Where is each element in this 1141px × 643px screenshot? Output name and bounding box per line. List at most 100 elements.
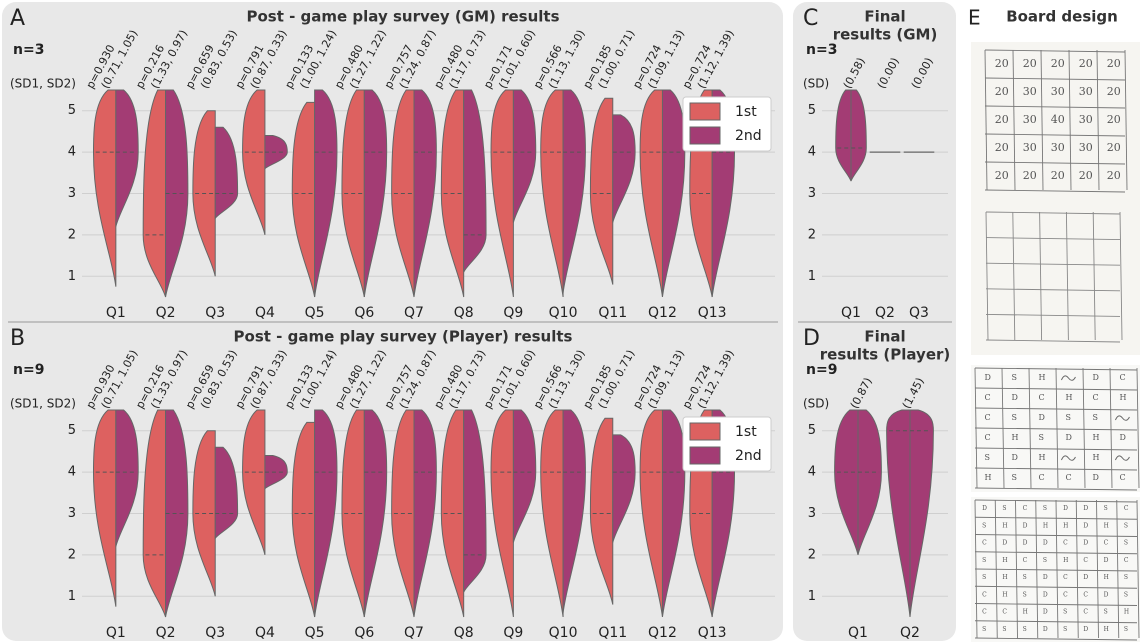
- y-tick-label: 1: [808, 589, 816, 604]
- board-line: [1055, 499, 1059, 639]
- board-cell: 30: [1023, 113, 1037, 126]
- panel-label: D: [803, 326, 820, 351]
- board-line: [1012, 211, 1016, 341]
- x-tick-label: Q7: [404, 305, 424, 321]
- board-cell: D: [1092, 373, 1098, 382]
- board-cell: S: [1065, 413, 1070, 422]
- board-line: [1119, 211, 1123, 341]
- legend-label: 1st: [735, 424, 757, 440]
- board-cell: S: [984, 453, 989, 462]
- violin: [264, 455, 288, 490]
- board-cell: H: [1002, 574, 1007, 581]
- legend-swatch: [689, 422, 721, 441]
- x-tick-label: Q2: [900, 625, 920, 641]
- board-cell: S: [1011, 473, 1016, 482]
- x-tick-label: Q8: [454, 305, 474, 321]
- board-line: [1136, 499, 1140, 639]
- board-cell: H: [1023, 609, 1028, 616]
- board-cell: S: [1124, 574, 1128, 581]
- board-cell: D: [1083, 522, 1088, 529]
- x-tick-label: Q2: [875, 305, 895, 321]
- board-line: [974, 367, 1138, 371]
- board-line: [974, 499, 1138, 503]
- board-cell: S: [982, 626, 986, 633]
- board-cell: 20: [995, 113, 1009, 126]
- board-line: [1012, 49, 1016, 191]
- violin: [490, 409, 514, 618]
- x-tick-label: Q7: [404, 625, 424, 641]
- board-cell: 30: [1051, 141, 1065, 154]
- board-cell: S: [982, 574, 986, 581]
- board-cell: H: [1011, 433, 1018, 442]
- board-cell: S: [1043, 505, 1047, 512]
- board-line: [974, 487, 1138, 491]
- violin: [214, 126, 239, 220]
- board-cell: D: [1083, 626, 1088, 633]
- n-label: n=3: [13, 42, 44, 58]
- board-line: [985, 211, 1121, 215]
- board-cell: 20: [1107, 141, 1121, 154]
- board-line: [974, 603, 1138, 606]
- board-cell: H: [1092, 453, 1099, 462]
- board-cell: H: [1063, 557, 1068, 564]
- board-cell: H: [1119, 393, 1126, 402]
- doodle: [1114, 415, 1130, 421]
- board-cell: S: [1002, 505, 1006, 512]
- board-cell: 20: [1023, 169, 1037, 182]
- board-cell: 20: [1107, 113, 1121, 126]
- violin: [92, 89, 117, 287]
- board-cell: D: [1011, 453, 1017, 462]
- board-cell: S: [1124, 522, 1128, 529]
- y-tick-label: 1: [68, 589, 76, 604]
- violin: [214, 446, 239, 540]
- board-cell: D: [1023, 522, 1028, 529]
- board-line: [984, 49, 1126, 53]
- board-cell: C: [1023, 557, 1028, 564]
- board-line: [1065, 211, 1069, 341]
- violin: [512, 89, 537, 223]
- violin: [834, 409, 882, 556]
- board-cell: C: [984, 413, 990, 422]
- board-cell: C: [1119, 373, 1125, 382]
- board-cell: 40: [1051, 113, 1065, 126]
- violin: [115, 89, 139, 227]
- violin: [661, 409, 686, 618]
- board-cell: S: [1038, 433, 1043, 442]
- board-cell: S: [1124, 626, 1128, 633]
- board-cell: D: [1083, 505, 1088, 512]
- violin: [291, 421, 316, 618]
- board-cell: 20: [1051, 57, 1065, 70]
- board-cell: 20: [995, 85, 1009, 98]
- x-tick-label: Q2: [156, 305, 176, 321]
- x-tick-label: Q5: [305, 625, 325, 641]
- violin: [242, 409, 266, 556]
- board-cell: C: [1119, 473, 1125, 482]
- board-cell: D: [1043, 609, 1048, 616]
- board-cell: C: [1063, 591, 1068, 598]
- y-tick-label: 3: [808, 506, 816, 521]
- violin: [612, 434, 636, 543]
- n-label: n=9: [806, 362, 837, 378]
- y-tick-label: 3: [68, 506, 76, 521]
- violin: [589, 417, 614, 605]
- violin: [835, 89, 867, 182]
- board-line: [1096, 499, 1099, 639]
- board-cell: D: [1119, 433, 1125, 442]
- board-cell: S: [1011, 373, 1016, 382]
- panel-label: E: [968, 6, 981, 30]
- board-line: [974, 427, 1138, 431]
- board-cell: D: [1023, 540, 1028, 547]
- legend-swatch: [689, 126, 721, 145]
- board-cell: S: [1023, 591, 1027, 598]
- x-tick-label: Q12: [648, 625, 677, 641]
- legend-label: 1st: [735, 104, 757, 120]
- board-line: [985, 262, 1121, 266]
- board-cell: C: [1083, 609, 1088, 616]
- x-tick-label: Q8: [454, 625, 474, 641]
- legend-label: 2nd: [735, 448, 762, 464]
- x-tick-label: Q5: [305, 305, 325, 321]
- board-line: [1109, 367, 1113, 489]
- y-tick-label: 2: [68, 547, 76, 562]
- violin: [165, 409, 189, 618]
- board-line: [974, 637, 1138, 641]
